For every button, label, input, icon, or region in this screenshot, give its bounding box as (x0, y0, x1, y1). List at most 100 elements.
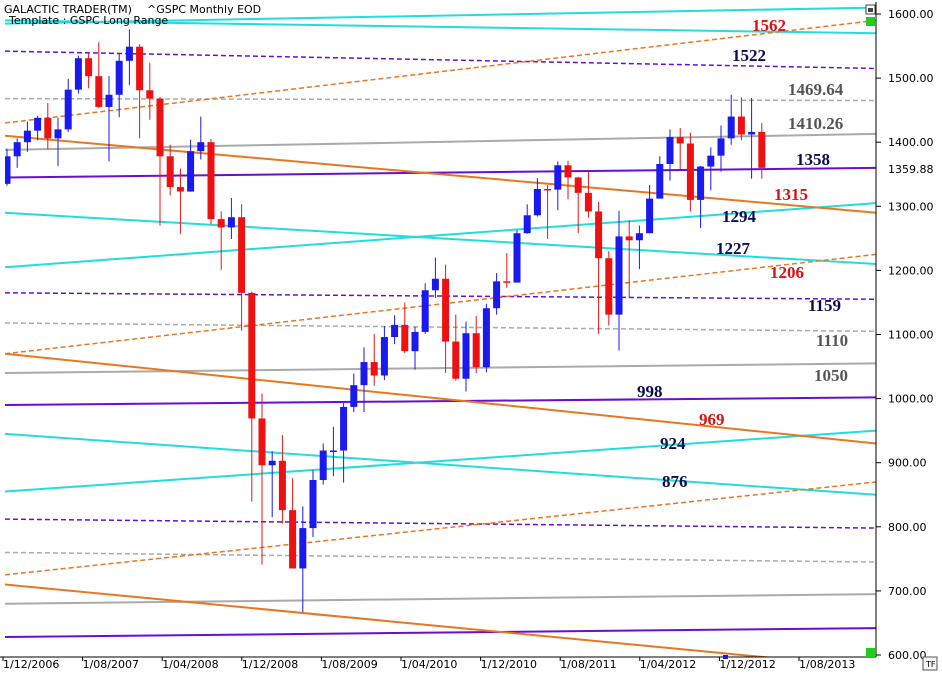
level-label: 969 (699, 410, 725, 429)
candle-body (676, 137, 684, 144)
candle-body (646, 198, 654, 234)
candle (717, 125, 725, 172)
y-tick-label: 1300.00 (888, 200, 934, 213)
candle (737, 97, 745, 141)
level-label: 1562 (752, 16, 786, 35)
candle-body (666, 137, 674, 164)
candle-body (74, 58, 82, 90)
candle-body (370, 362, 378, 376)
purple-dashed-line (5, 292, 876, 300)
y-tick-label: 1100.00 (888, 329, 934, 342)
candle-body (217, 219, 225, 228)
level-label: 1469.64 (788, 80, 844, 99)
candle-body (686, 143, 694, 200)
candle-body (329, 450, 337, 453)
candle-body (717, 138, 725, 156)
y-tick-label: 1600.00 (888, 8, 934, 21)
candle (238, 204, 246, 331)
candle-body (5, 156, 11, 184)
candle (166, 144, 174, 196)
candle (380, 326, 388, 381)
x-tick-label: 1/12/2012 (719, 658, 775, 671)
candle-body (44, 117, 52, 139)
candle (34, 115, 42, 141)
candle-body (727, 116, 735, 139)
candle (462, 321, 470, 392)
candle (207, 138, 215, 225)
candle (248, 291, 256, 502)
candle (85, 52, 93, 89)
candle-body (452, 341, 460, 379)
candle-body (187, 151, 195, 192)
candle-body (503, 281, 511, 283)
purple-dashed-line (5, 518, 876, 529)
candle-body (278, 460, 286, 511)
green-marker-bottom[interactable] (866, 648, 875, 657)
y-tick-label: 1200.00 (888, 264, 934, 277)
svg-text:TF: TF (925, 660, 936, 669)
cyan-solid-line (5, 202, 876, 269)
candle-body (268, 460, 276, 466)
candle (350, 373, 358, 413)
candle-body (391, 324, 399, 338)
x-tick-label: 1/04/2008 (162, 658, 218, 671)
candle (666, 129, 674, 181)
candle (595, 201, 603, 334)
purple-solid-line (5, 166, 876, 179)
symbol-title: ^GSPC Monthly EOD (147, 3, 261, 16)
candle-body (136, 46, 144, 91)
candle-body (574, 177, 582, 193)
level-label: 1522 (732, 46, 766, 65)
candle (54, 117, 62, 166)
level-label: 876 (662, 472, 688, 491)
candle (278, 435, 286, 524)
candle (23, 121, 31, 152)
orange-solid-line (5, 583, 774, 657)
candle (493, 272, 501, 315)
candle-body (13, 142, 21, 157)
candle (574, 176, 582, 234)
scroll-box-icon[interactable] (865, 4, 876, 15)
candle-body (462, 333, 470, 379)
candle-body (350, 385, 358, 407)
candle (309, 470, 317, 538)
x-tick-label: 1/08/2007 (83, 658, 139, 671)
candle-body (156, 98, 164, 157)
candle-body (544, 188, 552, 191)
cyan-solid-line (5, 211, 876, 265)
candle (431, 257, 439, 298)
candle (268, 451, 276, 518)
candle (452, 314, 460, 381)
candle-body (85, 58, 93, 77)
candle (523, 204, 531, 234)
candle-body (697, 166, 705, 200)
candle (442, 264, 450, 373)
candle-body (34, 117, 42, 131)
candle-body (431, 278, 439, 291)
candle (635, 225, 643, 270)
candle (156, 96, 164, 226)
x-tick-label: 1/04/2012 (640, 658, 696, 671)
level-labels: 1562 1522 1469.64 1410.26 1358 1315 1294 1227 12… (637, 16, 848, 491)
timeframe-button[interactable]: TF (922, 656, 938, 671)
candle (482, 303, 490, 373)
candle (125, 29, 133, 86)
x-tick-label: 1/12/2008 (242, 658, 298, 671)
x-tick-label: 1/08/2009 (321, 658, 377, 671)
gray-dashed-line (5, 322, 876, 333)
level-label: 1358 (796, 150, 830, 169)
level-lines (5, 6, 876, 657)
candle-body (319, 450, 327, 481)
x-tick-label: 1/08/2013 (799, 658, 855, 671)
candle (258, 393, 266, 565)
candle (625, 220, 633, 298)
green-marker-top[interactable] (866, 17, 875, 26)
candle-body (748, 131, 756, 135)
candle-body (523, 215, 531, 234)
candle (656, 156, 664, 199)
candle (748, 97, 756, 179)
candle (554, 161, 562, 211)
candle (605, 251, 613, 326)
candle-body (289, 510, 297, 569)
